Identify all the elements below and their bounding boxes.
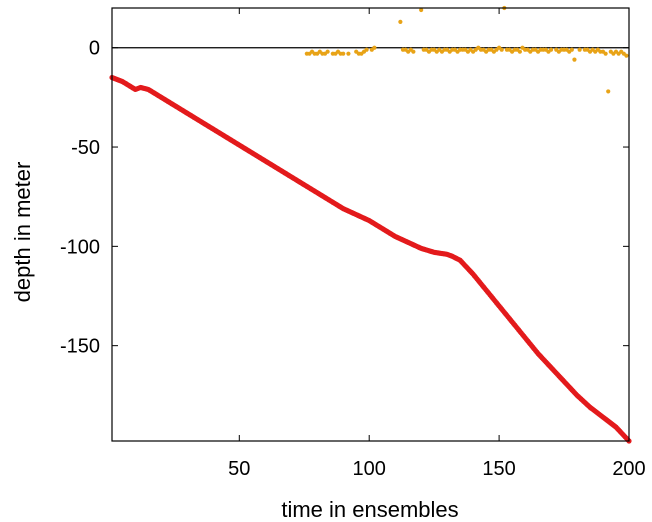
- scatter-point: [572, 57, 577, 62]
- scatter-point: [517, 49, 522, 54]
- scatter-point: [499, 47, 504, 52]
- scatter-point: [577, 47, 582, 52]
- axes-layer: 50 100 150 200 0 -50 -100 -150: [60, 7, 646, 480]
- x-tick-label: 200: [612, 458, 645, 480]
- scatter-point: [548, 47, 554, 52]
- y-tick-label: -150: [60, 336, 100, 358]
- x-axis-label: time in ensembles: [281, 497, 458, 522]
- scatter-point: [325, 49, 330, 54]
- x-tick-label: 50: [228, 458, 250, 480]
- scatter-point: [624, 53, 629, 58]
- scatter-point: [346, 51, 351, 56]
- scatter-point: [341, 51, 346, 56]
- scatter-point: [364, 47, 369, 52]
- scatter-point: [411, 49, 416, 54]
- scatter-point: [606, 89, 611, 94]
- plot-frame: [111, 7, 630, 442]
- series-layer: [109, 5, 632, 444]
- scatter-point: [398, 19, 403, 24]
- y-axis-label: depth in meter: [10, 162, 35, 303]
- x-tick-label: 100: [353, 458, 386, 480]
- scatter-point: [603, 51, 608, 56]
- y-tick-label: 0: [89, 38, 100, 60]
- scatter-point: [372, 45, 377, 50]
- scatter-point: [569, 47, 574, 52]
- scatter-point: [419, 7, 424, 13]
- y-tick-label: -50: [71, 137, 100, 159]
- y-tick-label: -100: [60, 236, 100, 258]
- x-tick-label: 150: [482, 458, 515, 480]
